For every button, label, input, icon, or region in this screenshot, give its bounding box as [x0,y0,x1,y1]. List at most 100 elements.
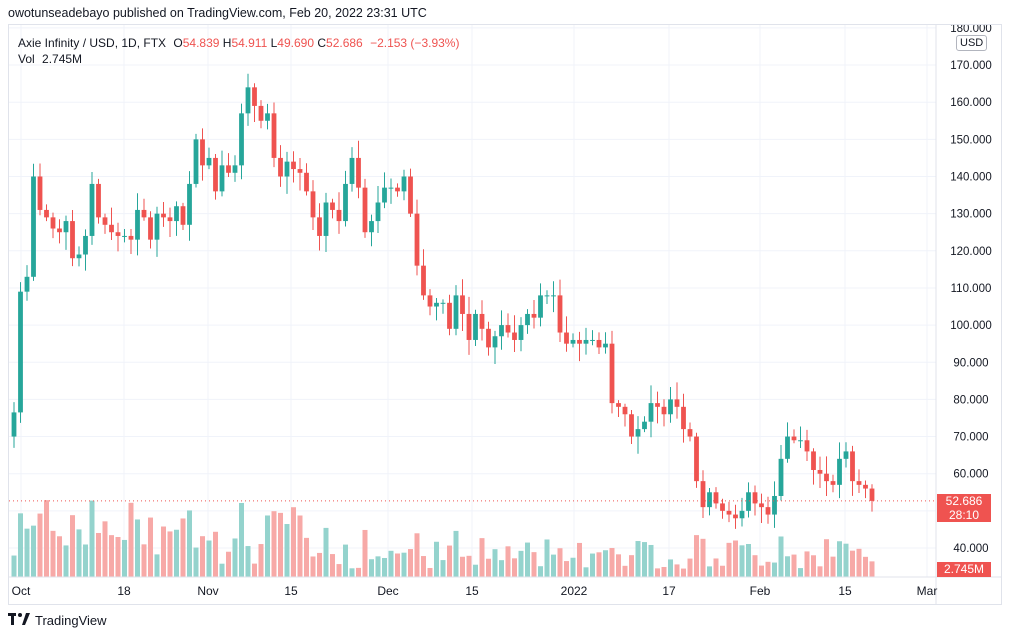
volume-bar [856,548,862,577]
volume-bar [603,550,608,577]
volume-bar [798,568,803,577]
candle-body [486,328,491,348]
candle-body [265,113,270,121]
candle-body [200,139,205,166]
candle-body [388,187,394,189]
candle-body [492,336,498,348]
candle-body [596,339,602,348]
volume-bar [447,545,452,577]
volume-bar [648,544,654,577]
candle-body [258,105,264,121]
candle-body [375,202,381,222]
candle-body [603,343,608,348]
volume-bar [434,541,439,577]
candle-body [115,232,121,236]
volume-bar [460,556,465,577]
volume-bar [44,500,49,577]
candle-body [863,484,868,489]
volume-bar [11,555,17,577]
candle-body [57,228,62,233]
price-tick-label: 140.000 [950,172,992,184]
volume-bar [401,552,407,577]
candle-body [616,403,621,407]
volume-bar [622,565,628,577]
volume-bar [531,552,537,577]
volume-bar [258,544,264,577]
candle-body [31,176,36,277]
volume-bar [778,536,784,577]
footer-brand[interactable]: TradingView [8,613,107,628]
volume-bar [590,553,595,577]
candle-body [473,313,478,340]
candle-body [63,221,69,233]
candle-body [37,176,43,210]
volume-bar [512,558,517,577]
candle-body [421,265,426,296]
volume-bar [557,548,563,577]
volume-bar [817,566,823,577]
volume-bar [349,568,355,577]
candle-body [102,217,108,225]
candle-body [219,165,225,192]
candle-body [278,157,283,177]
candle-body [479,313,485,329]
volume-bar [213,531,218,577]
volume-bar [271,511,277,577]
volume-bar [570,557,576,577]
candle-body [752,492,758,504]
volume-bar [369,559,374,577]
time-tick-label: 15 [465,584,479,598]
volume-bar [629,555,634,577]
price-tick-label: 60.000 [953,469,988,481]
volume-bar [414,533,420,577]
candle-body [310,191,316,218]
price-axis-labels: 40.00050.00060.00070.00080.00090.000100.… [950,25,992,555]
high-label: H [222,36,232,50]
candle-body [869,488,875,501]
volume-bar [466,555,472,577]
volume-bar [109,535,114,577]
currency-badge[interactable]: USD [956,35,988,51]
candle-body [50,217,56,229]
candle-body [245,87,251,114]
price-tick-label: 40.000 [953,543,988,555]
candle-body [167,217,173,222]
candle-body [518,325,524,340]
volume-bar [486,558,491,577]
volume-bar [317,552,322,577]
volume-bar [440,560,446,577]
candle-body [577,339,582,344]
candle-body [128,235,134,240]
volume-bar [154,554,160,577]
candle-body [811,451,816,470]
volume-bar [505,546,511,577]
candle-body [11,412,17,437]
volume-bar [564,561,569,577]
candle-body [798,440,803,442]
volume-bar [596,552,602,577]
candle-body [317,217,322,236]
volume-bar [89,500,95,577]
volume-bar [765,561,771,577]
candle-body [252,87,257,106]
volume-bar [661,566,667,577]
volume-bar [284,524,290,577]
symbol-title: Axie Infinity / USD, 1D, FTX [18,36,167,50]
candle-body [369,221,374,233]
last-price-value: 52.686 [945,493,983,508]
candle-body [154,213,160,240]
candle-body [401,176,407,192]
change-value: −2.153 (−3.93%) [370,36,460,50]
candle-body [583,339,589,344]
candle-body [687,429,693,437]
candle-body [323,202,329,236]
bar-countdown: 28:10 [948,507,980,522]
candle-body [557,295,563,333]
candle-body [700,481,706,508]
low-value: 49.690 [277,36,314,50]
volume-bar [382,557,387,577]
candle-body [447,302,452,329]
candle-body [661,406,667,415]
candle-body [122,235,127,237]
price-chart[interactable]: 40.00050.00060.00070.00080.00090.000100.… [9,25,1001,605]
